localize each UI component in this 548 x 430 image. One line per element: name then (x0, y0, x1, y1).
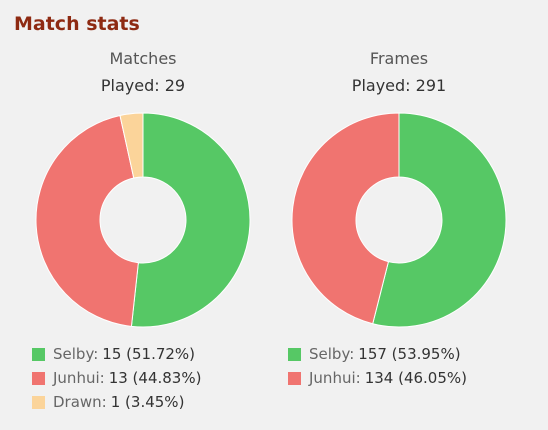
legend-item-junhui: Junhui: 13 (44.83%) (32, 366, 201, 390)
legend-item-selby: Selby: 157 (53.95%) (288, 342, 467, 366)
legend-label: Junhui: (309, 369, 361, 387)
pie-slice-junhui (291, 112, 400, 325)
matches-chart: Matches Played: 29 Selby: 15 (51.72%) Junh… (28, 46, 258, 426)
played-total: 291 (415, 76, 447, 95)
legend-value: 13 (44.83%) (108, 369, 202, 387)
chart-legend: Selby: 15 (51.72%) Junhui: 13 (44.83%) Drawn… (32, 342, 201, 414)
frames-chart: Frames Played: 291 Selby: 157 (53.95%) Jun… (284, 46, 514, 426)
played-label: Played: (100, 76, 160, 95)
legend-swatch (32, 347, 45, 361)
pie-slice-selby (130, 112, 251, 328)
legend-label: Drawn: (53, 393, 107, 411)
pie-slice-junhui (35, 114, 139, 327)
legend-value: 15 (51.72%) (102, 345, 196, 363)
chart-title: Matches (109, 49, 177, 68)
donut-chart (291, 112, 507, 328)
legend-item-junhui: Junhui: 134 (46.05%) (288, 366, 467, 390)
played-label: Played: (351, 76, 411, 95)
legend-value: 1 (3.45%) (110, 393, 185, 411)
legend-swatch (288, 347, 301, 361)
legend-label: Selby: (309, 345, 355, 363)
legend-item-drawn: Drawn: 1 (3.45%) (32, 390, 201, 414)
legend-label: Junhui: (53, 369, 105, 387)
legend-swatch (32, 395, 45, 409)
legend-value: 134 (46.05%) (364, 369, 467, 387)
pie-slice-drawn (119, 112, 144, 179)
legend-item-selby: Selby: 15 (51.72%) (32, 342, 201, 366)
section-title: Match stats (14, 13, 140, 35)
chart-subtitle: Played: 291 (284, 73, 514, 99)
legend-value: 157 (53.95%) (358, 345, 461, 363)
chart-subtitle: Played: 29 (28, 73, 258, 99)
chart-title: Frames (369, 49, 429, 68)
pie-slice-selby (372, 112, 507, 328)
donut-chart (35, 112, 251, 328)
legend-label: Selby: (53, 345, 99, 363)
legend-swatch (32, 371, 45, 385)
played-total: 29 (164, 76, 186, 95)
chart-legend: Selby: 157 (53.95%) Junhui: 134 (46.05%) (288, 342, 467, 390)
legend-swatch (288, 371, 301, 385)
